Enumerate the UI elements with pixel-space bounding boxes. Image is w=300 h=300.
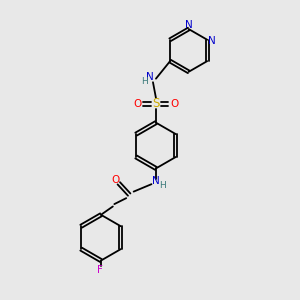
Text: O: O <box>111 175 119 185</box>
Text: N: N <box>208 36 216 46</box>
Text: S: S <box>152 98 160 110</box>
Text: H: H <box>141 77 147 86</box>
Text: F: F <box>98 266 103 275</box>
Text: N: N <box>185 20 193 30</box>
Text: N: N <box>152 176 160 186</box>
Text: N: N <box>146 72 154 82</box>
Text: O: O <box>170 99 178 109</box>
Text: H: H <box>159 181 166 190</box>
Text: O: O <box>134 99 142 109</box>
